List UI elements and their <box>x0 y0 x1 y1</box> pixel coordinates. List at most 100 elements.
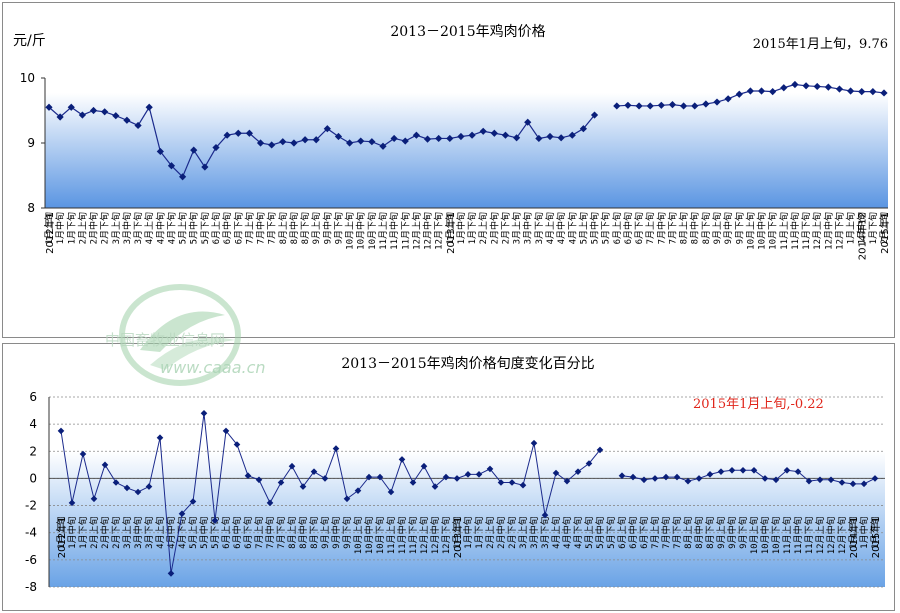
x-tick-label: 10月中旬 <box>363 516 375 554</box>
x-tick-label: 7月上旬 <box>243 212 255 244</box>
data-point <box>563 477 571 485</box>
x-tick-label: 4月上旬 <box>154 516 166 548</box>
data-point <box>442 473 450 481</box>
x-tick-label: 2月中旬 <box>488 212 500 244</box>
x-tick-label: 6月中旬 <box>231 516 243 548</box>
x-tick-label: 9月下旬 <box>737 516 749 548</box>
x-tick-label: 12月下旬 <box>836 516 848 554</box>
x-tick-label: 12月中旬 <box>422 212 434 250</box>
x-tick-label: 10月中旬 <box>756 212 768 250</box>
x-tick-label: 9月上旬 <box>715 516 727 548</box>
data-point <box>244 472 252 480</box>
x-tick-label: 1月中旬 <box>66 516 78 548</box>
data-point <box>629 473 637 481</box>
data-point <box>167 162 176 170</box>
data-point <box>490 129 498 137</box>
x-tick-label: 10月上旬 <box>744 212 756 250</box>
x-tick-label: 3月中旬 <box>522 212 534 244</box>
x-tick-label: 2月上旬 <box>878 212 890 244</box>
data-point <box>68 499 76 507</box>
y-tick-label: 0 <box>29 471 37 485</box>
x-tick-label: 6月下旬 <box>242 516 254 548</box>
data-point <box>145 483 153 490</box>
year-label: 2014年1 <box>847 516 860 558</box>
data-point <box>596 446 604 454</box>
x-tick-label: 3月上旬 <box>511 212 523 244</box>
x-tick-label: 6月上旬 <box>220 516 232 548</box>
y-tick-label: -2 <box>25 499 37 513</box>
x-tick-label: 6月下旬 <box>633 212 645 244</box>
latest-annotation: 2015年1月上旬,-0.22 <box>693 397 824 412</box>
data-point <box>668 101 677 109</box>
x-tick-label: 6月中旬 <box>627 516 639 548</box>
x-tick-label: 9月上旬 <box>310 212 322 244</box>
x-tick-label: 11月下旬 <box>800 212 812 250</box>
data-point <box>717 468 725 475</box>
data-point <box>112 112 120 120</box>
data-point <box>277 479 285 486</box>
data-point <box>268 141 276 149</box>
x-tick-label: 2月下旬 <box>110 516 122 548</box>
data-point <box>524 118 532 126</box>
data-point <box>301 136 309 144</box>
data-point <box>179 173 187 181</box>
data-point <box>453 475 461 482</box>
x-tick-label: 8月上旬 <box>682 516 694 548</box>
data-point <box>256 139 265 147</box>
data-point <box>101 108 109 116</box>
year-label: 2014年12 <box>856 212 869 260</box>
data-point <box>680 102 688 110</box>
x-tick-label: 3月下旬 <box>533 212 545 244</box>
year-label: 2012年1 <box>55 516 68 558</box>
x-tick-label: 10月中旬 <box>355 212 367 250</box>
x-tick-label: 5月下旬 <box>605 516 617 548</box>
x-tick-label: 6月下旬 <box>638 516 650 548</box>
x-tick-label: 7月中旬 <box>264 516 276 548</box>
x-tick-label: 6月上旬 <box>210 212 222 244</box>
x-tick-label: 5月中旬 <box>188 212 200 244</box>
data-point <box>201 163 209 171</box>
y-tick-label: -6 <box>25 553 37 567</box>
x-tick-label: 11月上旬 <box>377 212 389 250</box>
data-point <box>838 479 846 486</box>
x-tick-label: 10月下旬 <box>366 212 378 250</box>
data-point <box>794 468 802 475</box>
data-point <box>223 131 231 139</box>
data-point <box>827 476 835 484</box>
x-tick-label: 11月上旬 <box>385 516 397 554</box>
year-label: 2012年1 <box>43 212 56 254</box>
data-point <box>412 131 420 139</box>
x-tick-label: 6月中旬 <box>221 212 233 244</box>
data-point <box>45 103 53 111</box>
x-tick-label: 8月中旬 <box>288 212 300 244</box>
x-tick-label: 11月下旬 <box>399 212 411 250</box>
data-point <box>376 473 384 481</box>
data-point <box>123 484 131 492</box>
data-point <box>89 106 98 115</box>
data-point <box>245 129 253 137</box>
x-tick-label: 7月上旬 <box>644 212 656 244</box>
data-point <box>552 469 560 477</box>
data-point <box>824 83 832 91</box>
data-point <box>816 476 824 484</box>
data-point <box>266 499 274 507</box>
data-point <box>346 139 354 147</box>
data-point <box>761 475 769 482</box>
x-tick-label: 9月下旬 <box>332 212 344 244</box>
x-tick-label: 1月中旬 <box>858 516 870 548</box>
data-point <box>497 479 505 486</box>
data-point <box>590 111 599 119</box>
x-tick-label: 1月中旬 <box>856 212 868 244</box>
x-tick-label: 9月中旬 <box>330 516 342 548</box>
x-tick-label: 4月中旬 <box>555 212 567 244</box>
x-tick-label: 11月上旬 <box>781 516 793 554</box>
data-point <box>234 129 242 137</box>
x-tick-label: 7月下旬 <box>671 516 683 548</box>
data-point <box>379 142 387 150</box>
data-point <box>635 102 643 110</box>
data-point <box>112 479 120 486</box>
x-tick-label: 9月中旬 <box>321 212 333 244</box>
data-point <box>312 136 320 144</box>
data-point <box>541 511 549 519</box>
